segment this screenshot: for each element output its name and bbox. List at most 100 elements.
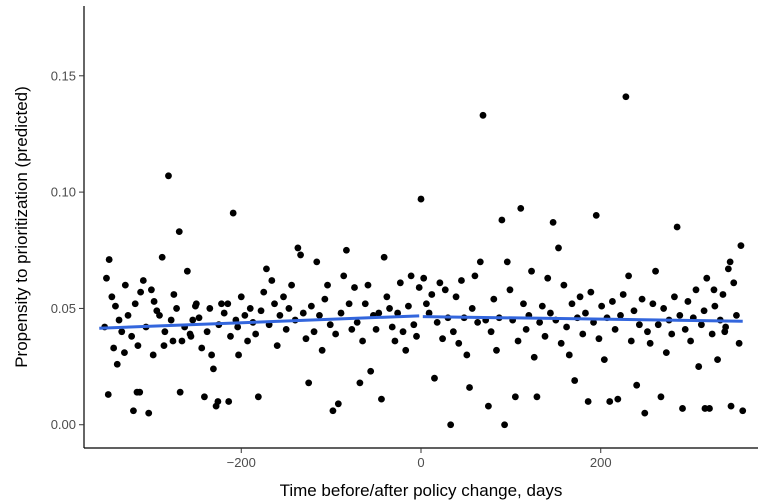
data-point [316, 312, 323, 319]
data-point [388, 323, 396, 331]
data-point [463, 351, 471, 359]
data-point [555, 244, 562, 252]
data-point [351, 284, 358, 291]
data-point [711, 302, 719, 310]
data-point [402, 346, 410, 354]
data-point [334, 400, 342, 408]
data-point [130, 407, 137, 415]
data-point [139, 277, 147, 284]
data-point [118, 328, 126, 336]
data-point [733, 312, 740, 319]
data-point [302, 335, 310, 343]
data-point [609, 298, 616, 305]
data-point [380, 253, 388, 261]
data-point [220, 309, 228, 317]
data-point [394, 309, 402, 317]
data-point [383, 293, 391, 301]
axis-ticks: −200 0 200 0.00 0.05 0.10 0.15 [51, 68, 612, 470]
data-point [131, 300, 139, 308]
data-point [367, 367, 375, 375]
data-point [487, 328, 495, 336]
data-point [476, 258, 484, 266]
data-point [273, 342, 281, 350]
data-point [244, 337, 251, 345]
data-point [391, 337, 399, 345]
data-point [737, 242, 745, 250]
data-point [606, 398, 614, 405]
data-point [726, 258, 734, 266]
data-point [128, 332, 136, 340]
data-point [517, 204, 525, 212]
data-point [719, 291, 727, 298]
data-point [227, 332, 234, 340]
data-point [447, 421, 455, 429]
data-point [579, 330, 587, 338]
data-point [522, 325, 530, 333]
fit-lines [99, 314, 743, 330]
data-point [576, 293, 584, 301]
data-point [356, 379, 364, 387]
data-point [263, 265, 270, 273]
data-point [337, 309, 345, 317]
data-point [108, 293, 116, 301]
data-point [600, 356, 608, 363]
data-point [498, 216, 506, 224]
data-point [329, 407, 337, 415]
data-point [173, 305, 180, 312]
data-point [544, 274, 552, 282]
data-point [148, 286, 155, 294]
data-point [727, 402, 735, 410]
data-point [318, 346, 326, 354]
data-point [700, 307, 708, 315]
data-point [735, 339, 743, 347]
data-point [676, 312, 684, 319]
data-point [378, 395, 385, 403]
data-point [641, 409, 649, 417]
data-point [160, 342, 168, 350]
data-point [441, 286, 449, 294]
data-point [557, 339, 565, 347]
data-point [372, 325, 380, 333]
data-point [195, 314, 203, 322]
data-point [345, 300, 353, 308]
data-point [136, 388, 144, 396]
data-point [156, 312, 163, 319]
data-point [721, 328, 729, 336]
data-point [343, 246, 350, 254]
data-point [422, 300, 430, 308]
data-point [294, 244, 302, 252]
data-point [407, 272, 415, 280]
data-point [739, 407, 747, 415]
data-point [503, 258, 511, 266]
data-point [684, 298, 692, 305]
data-point [493, 346, 500, 354]
data-point [714, 356, 721, 363]
data-point [288, 281, 295, 289]
data-point [428, 291, 436, 298]
data-point [431, 374, 438, 382]
data-point [644, 328, 651, 336]
data-point [410, 321, 418, 329]
data-point [433, 318, 441, 326]
data-point [506, 286, 514, 294]
data-point [271, 300, 278, 308]
data-point [165, 172, 172, 180]
data-point [584, 398, 592, 405]
data-point [528, 267, 535, 275]
data-point [299, 309, 307, 317]
data-point [214, 398, 222, 405]
data-point [452, 293, 460, 301]
data-point [420, 274, 428, 282]
fit-line-before [99, 314, 420, 330]
data-point [121, 281, 129, 289]
data-point [657, 393, 665, 401]
data-point [364, 281, 372, 289]
data-point [161, 328, 169, 336]
data-point [348, 325, 356, 333]
data-point [353, 318, 361, 326]
data-point [662, 349, 670, 357]
data-point [627, 337, 635, 345]
data-point [654, 321, 662, 329]
data-point [617, 312, 624, 319]
